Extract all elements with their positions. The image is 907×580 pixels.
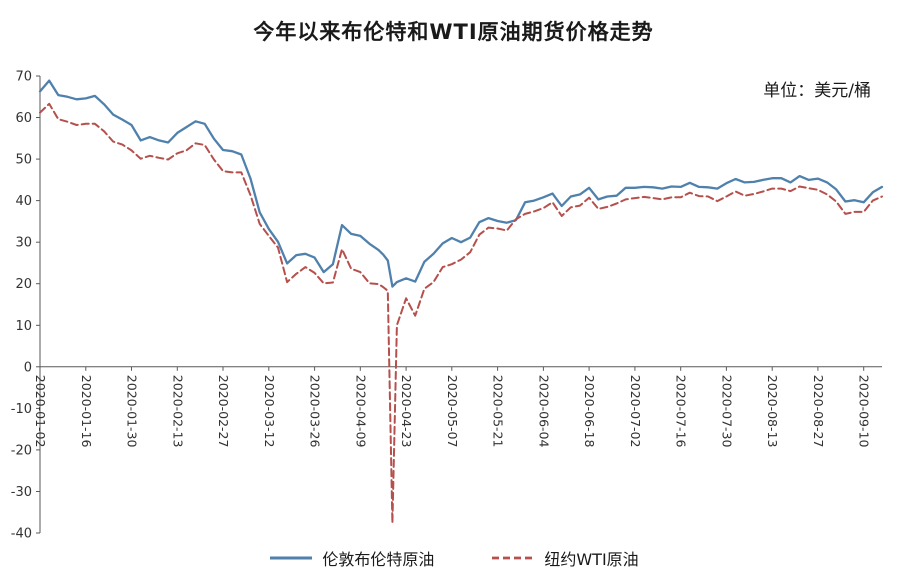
svg-text:-40: -40 (11, 527, 32, 542)
svg-text:70: 70 (15, 70, 32, 85)
svg-text:2020-08-13: 2020-08-13 (765, 375, 780, 448)
svg-text:-30: -30 (11, 485, 32, 500)
wti-line-swatch (492, 556, 535, 560)
chart-title: 今年以来布伦特和WTI原油期货价格走势 (253, 20, 654, 44)
unit-label: 单位：美元/桶 (763, 81, 871, 101)
svg-text:2020-01-16: 2020-01-16 (79, 375, 94, 448)
svg-text:2020-07-16: 2020-07-16 (674, 375, 689, 448)
legend-label-brent: 伦敦布伦特原油 (322, 550, 435, 569)
chart-legend: 伦敦布伦特原油 纽约WTI原油 (0, 546, 907, 570)
svg-text:10: 10 (15, 319, 32, 334)
svg-text:2020-07-02: 2020-07-02 (628, 375, 643, 448)
legend-item-brent: 伦敦布伦特原油 (268, 546, 434, 570)
svg-text:2020-02-27: 2020-02-27 (216, 375, 231, 448)
svg-text:30: 30 (15, 236, 32, 251)
svg-text:2020-04-09: 2020-04-09 (353, 375, 368, 448)
svg-text:2020-06-18: 2020-06-18 (582, 375, 597, 448)
svg-text:0: 0 (24, 360, 32, 375)
svg-text:2020-02-13: 2020-02-13 (170, 375, 185, 448)
svg-text:2020-04-23: 2020-04-23 (399, 375, 414, 448)
svg-text:20: 20 (15, 277, 32, 292)
legend-label-wti: 纽约WTI原油 (544, 550, 639, 569)
svg-text:2020-01-30: 2020-01-30 (125, 375, 140, 448)
svg-text:2020-05-07: 2020-05-07 (445, 375, 460, 448)
svg-text:2020-06-04: 2020-06-04 (536, 375, 551, 448)
svg-text:50: 50 (15, 153, 32, 168)
svg-text:-10: -10 (11, 402, 32, 417)
svg-text:2020-03-26: 2020-03-26 (308, 375, 323, 448)
svg-text:2020-03-12: 2020-03-12 (262, 375, 277, 448)
legend-item-wti: 纽约WTI原油 (490, 546, 639, 570)
svg-text:40: 40 (15, 194, 32, 209)
svg-text:2020-01-02: 2020-01-02 (33, 375, 48, 448)
svg-text:2020-09-10: 2020-09-10 (857, 375, 872, 448)
svg-text:2020-07-30: 2020-07-30 (719, 375, 734, 448)
svg-text:2020-05-21: 2020-05-21 (491, 375, 506, 448)
svg-text:60: 60 (15, 111, 32, 126)
brent-line-swatch (270, 556, 313, 560)
svg-text:-20: -20 (11, 443, 32, 458)
svg-text:2020-08-27: 2020-08-27 (811, 375, 826, 448)
